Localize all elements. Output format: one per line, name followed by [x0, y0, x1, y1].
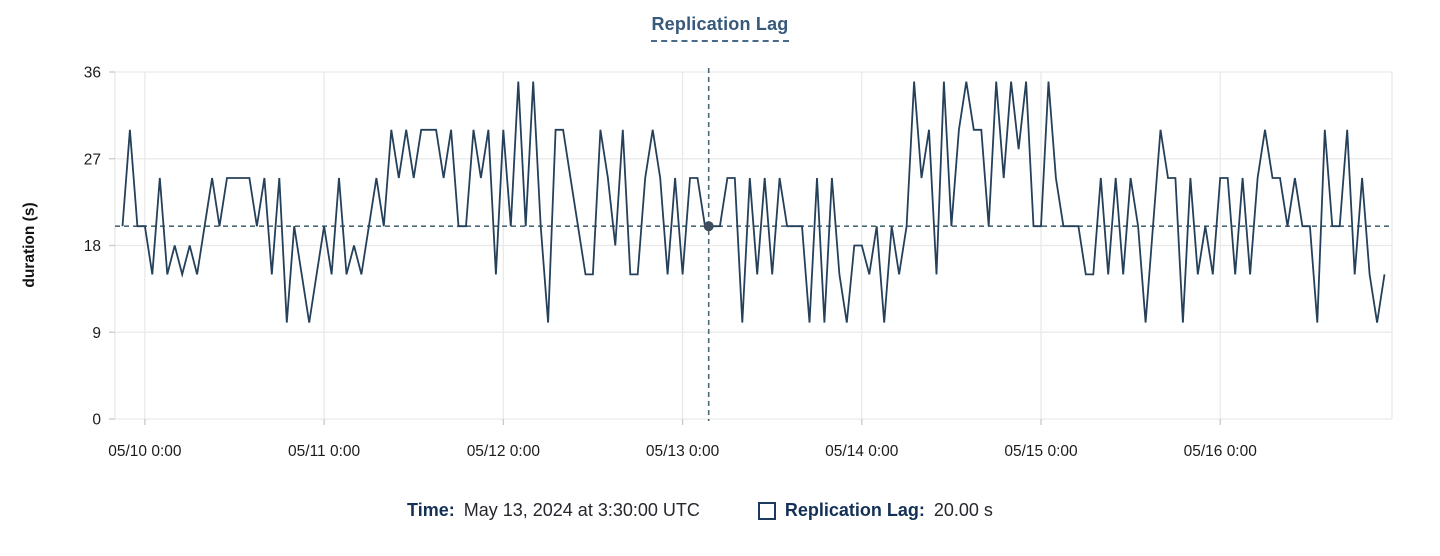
svg-text:0: 0 [92, 412, 101, 429]
time-label: Time: [407, 500, 455, 520]
chart-title[interactable]: Replication Lag [0, 14, 1440, 42]
svg-text:27: 27 [84, 151, 101, 168]
svg-text:05/12 0:00: 05/12 0:00 [467, 443, 541, 460]
svg-text:05/13 0:00: 05/13 0:00 [646, 443, 720, 460]
svg-text:05/15 0:00: 05/15 0:00 [1004, 443, 1078, 460]
plot-area[interactable] [115, 72, 1392, 419]
y-axis-labels: 0 9 18 27 36 [84, 65, 102, 429]
crosshair-dot [703, 221, 714, 232]
replication-lag-line [121, 81, 1386, 323]
legend-replication-lag[interactable]: Replication Lag: 20.00 s [757, 500, 993, 521]
axis-ticks [109, 71, 1221, 425]
tooltip-time: Time: May 13, 2024 at 3:30:00 UTC [407, 500, 700, 521]
series-label: Replication Lag: [784, 500, 925, 520]
svg-text:05/16 0:00: 05/16 0:00 [1184, 443, 1258, 460]
series-swatch-icon[interactable] [757, 501, 776, 520]
svg-text:36: 36 [84, 65, 101, 82]
y-axis-title: duration (s) [21, 202, 38, 287]
series-value: 20.00 s [933, 500, 993, 520]
x-axis-labels: 05/10 0:00 05/11 0:00 05/12 0:00 05/13 0:00… [108, 443, 1257, 460]
crosshair [115, 68, 1392, 421]
svg-text:9: 9 [92, 325, 101, 342]
chart-title-text[interactable]: Replication Lag [651, 14, 789, 42]
svg-text:05/11 0:00: 05/11 0:00 [288, 443, 360, 460]
svg-text:18: 18 [84, 238, 101, 255]
svg-text:05/10 0:00: 05/10 0:00 [108, 443, 182, 460]
time-value: May 13, 2024 at 3:30:00 UTC [463, 500, 700, 520]
tooltip-bar: Time: May 13, 2024 at 3:30:00 UTC Replic… [0, 500, 1400, 521]
svg-text:05/14 0:00: 05/14 0:00 [825, 443, 899, 460]
